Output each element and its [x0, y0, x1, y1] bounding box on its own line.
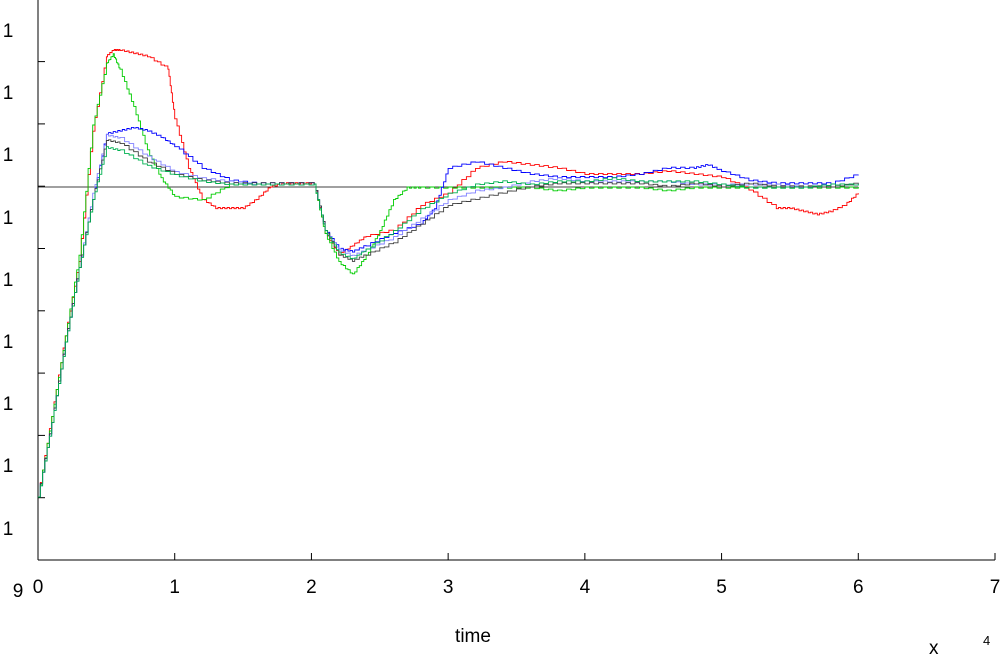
x-tick-label: 4: [580, 577, 591, 598]
series-line-2: [38, 53, 859, 498]
series-layer: [38, 48, 859, 498]
series-line-5: [38, 139, 859, 498]
y-tick-label: 1: [3, 394, 14, 415]
x-tick-label: 0: [33, 577, 44, 598]
x-axis-title: time: [455, 626, 491, 647]
y-tick-label: 9: [13, 581, 24, 602]
axes: [37, 0, 996, 561]
x-tick-label: 2: [306, 577, 317, 598]
y-tick-label: 1: [3, 208, 14, 229]
x-tick-label: 5: [716, 577, 727, 598]
x-tick-label: 7: [990, 577, 1000, 598]
x-multiplier-label: x: [929, 638, 939, 655]
y-tick-label: 1: [3, 519, 14, 540]
y-tick-label: 1: [3, 456, 14, 477]
x-exponent-label: 4: [983, 633, 990, 648]
y-tick-label: 1: [3, 145, 14, 166]
series-line-4: [38, 133, 859, 498]
y-tick-label: 1: [3, 21, 14, 42]
series-line-1: [38, 48, 859, 498]
series-line-3: [38, 126, 859, 498]
x-tick-label: 6: [853, 577, 864, 598]
series-line-6: [38, 146, 859, 498]
y-tick-label: 1: [3, 332, 14, 353]
y-tick-label: 1: [3, 270, 14, 291]
y-tick-label: 1: [3, 83, 14, 104]
x-tick-label: 3: [443, 577, 454, 598]
x-tick-label: 1: [169, 577, 180, 598]
